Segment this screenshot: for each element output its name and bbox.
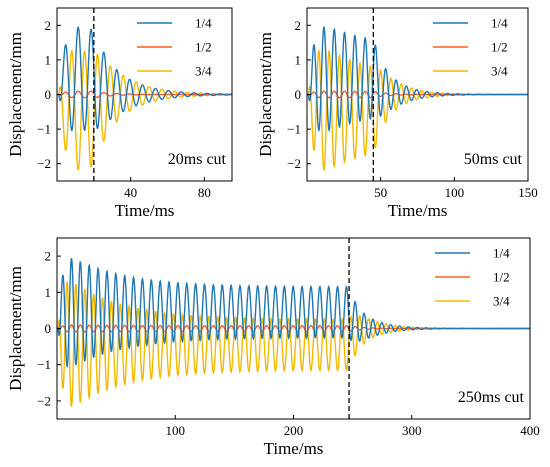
- y-tick-label: −1: [37, 122, 51, 137]
- y-tick-label: −1: [287, 122, 301, 137]
- x-tick-label: 100: [445, 185, 465, 200]
- y-axis-label: Displacement/mm: [256, 32, 275, 157]
- x-tick-label: 40: [124, 185, 137, 200]
- legend-label: 3/4: [195, 64, 212, 79]
- legend-label: 1/4: [493, 246, 510, 261]
- legend-label: 1/2: [493, 270, 510, 285]
- y-tick-label: 2: [45, 18, 52, 33]
- x-tick-label: 80: [198, 185, 211, 200]
- x-axis-label: Time/ms: [115, 201, 175, 220]
- legend-label: 3/4: [491, 64, 508, 79]
- series-line-1-2: [57, 90, 232, 99]
- series-group: [57, 26, 232, 171]
- series-group: [57, 258, 530, 408]
- legend-label: 1/4: [491, 16, 508, 31]
- legend-label: 1/2: [195, 40, 212, 55]
- chart-panel-20ms: −2 −1 0 1 2 40 80 Time/ms Displacement/mm 1/4 1/2 3…: [6, 7, 233, 220]
- series-group: [307, 25, 528, 172]
- x-axis-label: Time/ms: [264, 439, 324, 458]
- y-tick-label: 1: [295, 52, 302, 67]
- y-tick-label: −2: [37, 393, 51, 408]
- y-tick-label: −2: [287, 156, 301, 171]
- y-tick-label: −1: [37, 357, 51, 372]
- y-tick-label: 2: [295, 18, 302, 33]
- legend-label: 1/4: [195, 16, 212, 31]
- y-axis-label: Displacement/mm: [6, 32, 25, 157]
- y-tick-label: 0: [45, 87, 52, 102]
- y-axis-label: Displacement/mm: [6, 266, 25, 391]
- x-tick-label: 200: [284, 423, 304, 438]
- chart-panel-250ms: −2 −1 0 1 2 100 200 300 400 Time/ms Displacement/m…: [6, 237, 540, 458]
- cut-annotation: 250ms cut: [458, 389, 525, 406]
- y-tick-label: −2: [37, 156, 51, 171]
- y-tick-label: 0: [295, 87, 302, 102]
- x-tick-label: 150: [518, 185, 538, 200]
- x-tick-label: 300: [402, 423, 422, 438]
- series-line-1-4: [307, 25, 528, 132]
- series-line-1-4: [57, 258, 530, 368]
- legend-label: 3/4: [493, 294, 510, 309]
- chart-panel-50ms: −2 −1 0 1 2 50 100 150 Time/ms Displacement/mm 1/4…: [256, 7, 538, 220]
- y-tick-label: 1: [45, 52, 52, 67]
- x-tick-label: 100: [166, 423, 186, 438]
- x-tick-label: 50: [374, 185, 387, 200]
- series-line-1-4: [57, 26, 232, 132]
- x-tick-label: 400: [520, 423, 540, 438]
- y-tick-label: 1: [45, 285, 52, 300]
- y-tick-label: 2: [45, 249, 52, 264]
- x-axis-label: Time/ms: [388, 201, 448, 220]
- y-tick-label: 0: [45, 321, 52, 336]
- cut-annotation: 20ms cut: [168, 151, 227, 168]
- cut-annotation: 50ms cut: [464, 151, 523, 168]
- legend-label: 1/2: [491, 40, 508, 55]
